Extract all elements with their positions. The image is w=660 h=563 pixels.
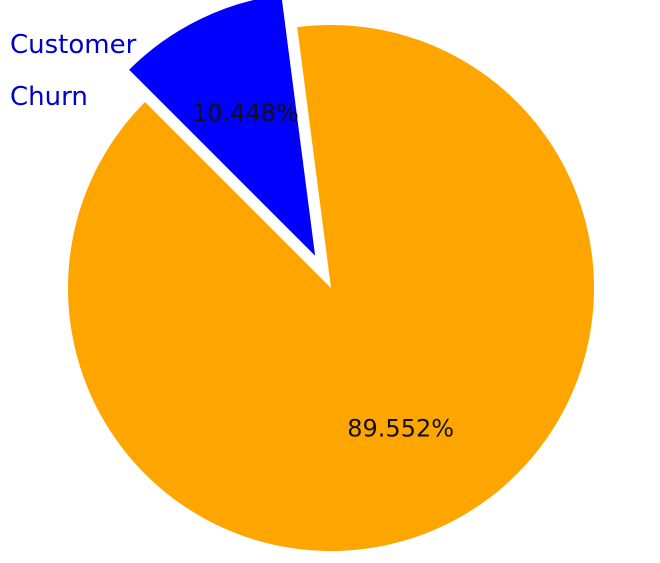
pie-percent-label-retained: 89.552%	[347, 415, 454, 443]
pie-slice-churn	[129, 0, 316, 256]
pie-percent-labels: 10.448% 89.552%	[192, 99, 454, 442]
slice-label-line-1: Customer	[10, 30, 137, 60]
pie-slice-retained	[67, 25, 594, 552]
pie-percent-label-churn: 10.448%	[192, 99, 299, 127]
pie-slices	[67, 0, 594, 552]
slice-label-line-2: Churn	[10, 82, 88, 112]
